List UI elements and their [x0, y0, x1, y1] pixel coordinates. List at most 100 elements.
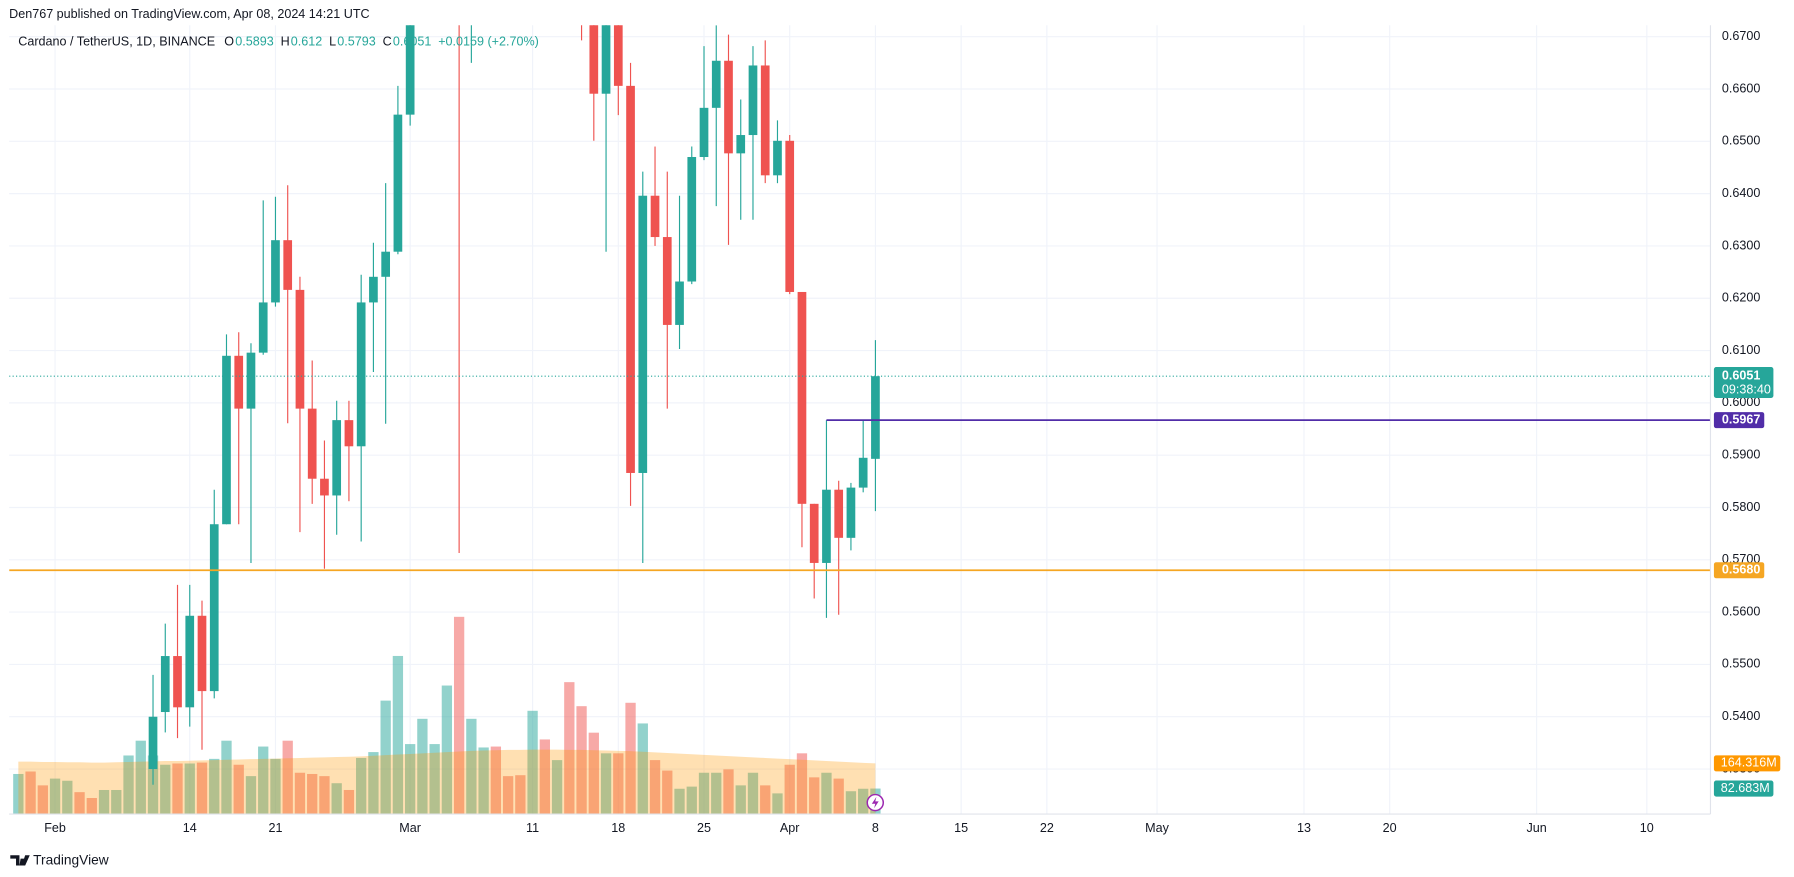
- x-tick-label: 10: [1640, 821, 1654, 835]
- candle-body: [320, 478, 329, 496]
- countdown-label: 09:38:40: [1722, 382, 1771, 396]
- y-tick-label: 0.6700: [1722, 29, 1760, 43]
- candle-body: [209, 524, 219, 692]
- candle-body: [785, 140, 795, 292]
- candle-body: [858, 457, 868, 488]
- candle-body: [197, 615, 207, 692]
- volume-bar: [662, 770, 673, 815]
- volume-bar: [392, 655, 404, 815]
- legend-value: 0.6051: [393, 35, 431, 49]
- candle-body: [675, 281, 684, 325]
- volume-bar: [123, 755, 134, 815]
- volume-bar: [307, 773, 318, 815]
- level-label: 0.5967: [1722, 412, 1760, 426]
- candle-body: [222, 355, 231, 525]
- candle-body: [748, 65, 758, 136]
- x-tick-label: Apr: [780, 821, 800, 835]
- candle-body: [344, 420, 354, 447]
- volume-bar: [86, 798, 97, 815]
- volume-bar: [49, 778, 61, 815]
- tradingview-logo: TradingView: [10, 853, 109, 868]
- candle-body: [662, 237, 672, 325]
- candle-body: [809, 503, 819, 563]
- candle-body: [295, 289, 305, 409]
- candle-body: [332, 420, 342, 496]
- volume-bar: [331, 783, 342, 815]
- volume-ma-label: 164.316M: [1721, 756, 1777, 770]
- x-tick-label: 15: [954, 821, 968, 835]
- volume-bar: [196, 762, 208, 815]
- candle-body: [381, 251, 391, 277]
- legend-value: 0.5893: [235, 35, 273, 49]
- candle-body: [650, 195, 660, 238]
- volume-label-bg: [1713, 780, 1774, 797]
- volume-bar: [343, 789, 355, 815]
- volume-bar: [845, 791, 857, 815]
- volume-bar: [735, 785, 746, 815]
- volume-bar: [564, 682, 575, 815]
- volume-bar: [613, 753, 624, 815]
- volume-bar: [784, 764, 795, 815]
- candle-body: [234, 355, 244, 409]
- legend-key: O: [224, 35, 234, 49]
- candle-body: [405, 25, 415, 115]
- x-tick-label: 13: [1297, 821, 1311, 835]
- candle-body: [797, 291, 807, 504]
- candle-body: [871, 376, 880, 459]
- volume-bar: [184, 763, 195, 815]
- candle-body: [185, 615, 195, 708]
- volume-bar: [417, 718, 428, 815]
- volume-bar: [502, 776, 514, 815]
- candle-body: [638, 195, 648, 473]
- y-tick-label: 0.5600: [1722, 604, 1760, 618]
- volume-bar: [135, 740, 146, 815]
- candle-body: [736, 135, 746, 154]
- volume-bar: [258, 746, 269, 815]
- volume-bar: [551, 760, 563, 815]
- volume-bar: [539, 739, 550, 815]
- volume-bar: [429, 744, 440, 815]
- replay-icon: [866, 793, 885, 812]
- x-tick-label: 14: [183, 821, 197, 835]
- candle-body: [148, 716, 158, 770]
- volume-bar: [490, 746, 502, 815]
- volume-bar: [821, 772, 832, 815]
- volume-bar: [356, 757, 367, 815]
- y-tick-label: 0.6000: [1722, 395, 1760, 409]
- y-tick-label: 0.5800: [1722, 500, 1760, 514]
- volume-bar: [209, 758, 220, 815]
- x-tick-label: 18: [611, 821, 625, 835]
- volume-label: 82.683M: [1721, 781, 1770, 795]
- y-tick-label: 0.6300: [1722, 238, 1760, 252]
- y-tick-label: 0.5900: [1722, 448, 1760, 462]
- volume-bar: [160, 764, 171, 815]
- candle-body: [724, 60, 733, 154]
- volume-bar: [858, 788, 869, 815]
- volume-bar: [172, 763, 183, 815]
- volume-bar: [147, 755, 159, 815]
- x-tick-label: Jun: [1526, 821, 1546, 835]
- volume-bar: [637, 723, 648, 815]
- last-price-label: 0.6051: [1722, 369, 1760, 383]
- candle-body: [307, 408, 317, 479]
- volume-bar: [245, 776, 257, 815]
- volume-bar: [282, 740, 293, 815]
- legend-title: Cardano / TetherUS, 1D, BINANCE: [18, 35, 215, 49]
- legend: Cardano / TetherUS, 1D, BINANCE O 0.5893 H 0…: [18, 35, 539, 49]
- candle-body: [271, 240, 280, 303]
- x-tick-label: 8: [872, 821, 879, 835]
- volume-bar: [772, 793, 783, 815]
- volume-bar: [233, 764, 244, 815]
- candle-body: [173, 656, 182, 708]
- candle-body: [699, 107, 709, 158]
- volume-bar: [833, 778, 844, 815]
- y-tick-label: 0.6100: [1722, 343, 1760, 357]
- y-tick-label: 0.6500: [1722, 134, 1760, 148]
- volume-bar: [74, 792, 85, 815]
- level-label-bg: [1713, 562, 1765, 579]
- volume-bar: [625, 702, 636, 815]
- candle-body: [258, 302, 268, 353]
- legend-key: C: [383, 35, 392, 49]
- volume-bar: [576, 706, 587, 815]
